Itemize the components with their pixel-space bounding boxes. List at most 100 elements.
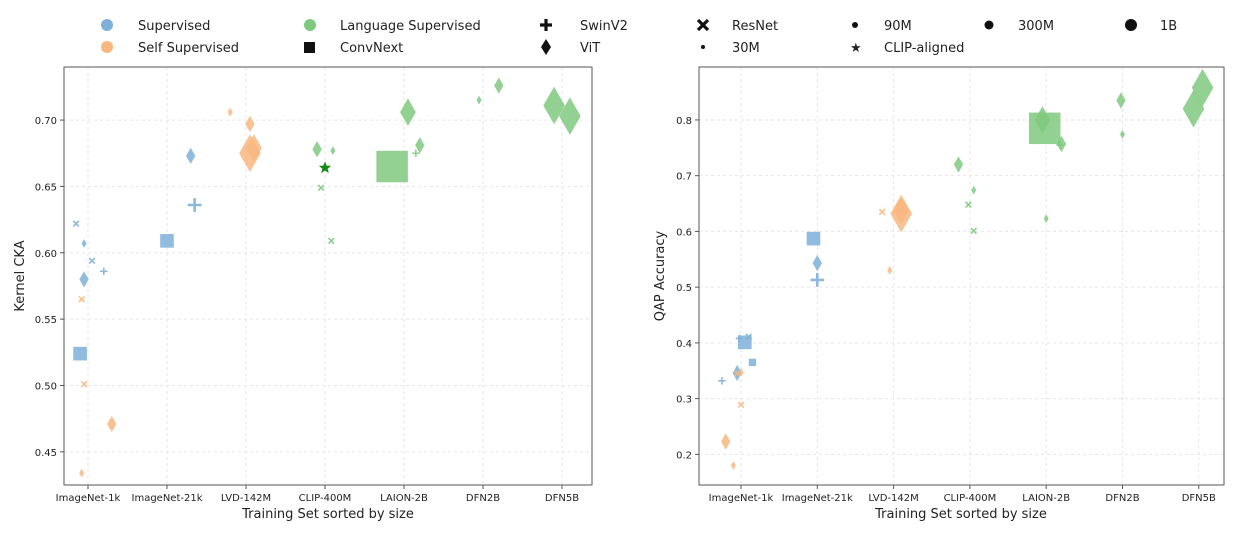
data-point-plus xyxy=(718,377,726,385)
data-point-diamond xyxy=(186,147,196,165)
legend-size-marker-1b xyxy=(1125,19,1137,31)
data-point-diamond xyxy=(79,271,89,288)
x-tick-label: ImageNet-21k xyxy=(132,493,203,504)
data-point-star xyxy=(318,161,332,174)
data-point-diamond xyxy=(887,266,893,275)
data-point-plus xyxy=(412,149,420,157)
data-point-diamond xyxy=(730,461,736,470)
data-point-square xyxy=(806,231,821,246)
data-point-plus xyxy=(735,334,744,343)
data-point-square xyxy=(376,150,408,183)
y-axis-label: QAP Accuracy xyxy=(653,230,668,321)
legend-label-supervised: Supervised xyxy=(138,19,210,34)
legend-item-clip-aligned: ★ CLIP-aligned xyxy=(850,41,964,56)
data-point-diamond xyxy=(245,115,255,133)
y-axis-label: Kernel CKA xyxy=(13,240,28,311)
data-point-diamond xyxy=(1119,130,1126,139)
x-tick-label: ImageNet-21k xyxy=(782,493,853,504)
x-axis-label: Training Set sorted by size xyxy=(874,507,1047,522)
y-tick-label: 0.65 xyxy=(35,182,57,193)
chart-qap-accuracy: 0.20.30.40.50.60.70.8 ImageNet-1k ImageNe… xyxy=(653,66,1225,522)
legend-item-1b: 1B xyxy=(1125,19,1177,34)
data-point-diamond xyxy=(81,239,87,248)
data-point-x xyxy=(88,257,96,265)
legend-marker-plus xyxy=(540,19,552,31)
legend-marker-x xyxy=(696,18,710,32)
chart-kernel-cka: 0.450.500.550.600.650.70 ImageNet-1k Imag… xyxy=(13,66,593,522)
data-point-diamond xyxy=(895,198,905,215)
data-point-diamond xyxy=(738,368,744,377)
y-tick-label: 0.45 xyxy=(35,448,57,459)
legend-item-convnext: ConvNext xyxy=(304,41,403,56)
y-tick-label: 0.70 xyxy=(35,116,57,127)
y-tick-label: 0.55 xyxy=(35,315,57,326)
grid xyxy=(64,67,592,485)
data-point-diamond xyxy=(1116,92,1126,109)
legend-label-language-supervised: Language Supervised xyxy=(340,19,481,34)
legend: Supervised Self Supervised Language Supe… xyxy=(101,18,1177,56)
data-point-x xyxy=(737,401,745,409)
data-point-x xyxy=(80,380,88,388)
legend-label-self-supervised: Self Supervised xyxy=(138,41,239,56)
legend-item-supervised: Supervised xyxy=(101,19,210,34)
y-tick-label: 0.7 xyxy=(676,172,692,183)
data-point-diamond xyxy=(971,185,977,195)
legend-size-marker-300m xyxy=(984,20,994,30)
data-point-diamond xyxy=(476,95,482,105)
scatter-points xyxy=(718,68,1214,470)
data-point-plus xyxy=(810,273,825,287)
legend-label-convnext: ConvNext xyxy=(340,41,403,56)
legend-marker-language-supervised xyxy=(304,19,316,31)
y-tick-label: 0.60 xyxy=(35,249,57,260)
data-point-diamond xyxy=(543,86,565,125)
data-point-plus xyxy=(1056,141,1064,149)
y-tick-label: 0.3 xyxy=(676,395,692,406)
data-point-diamond xyxy=(953,156,964,173)
data-point-diamond xyxy=(79,468,85,478)
scatter-points xyxy=(72,77,581,478)
data-point-diamond xyxy=(330,146,336,155)
x-tick-label: DFN2B xyxy=(466,493,500,504)
x-tick-label: CLIP-400M xyxy=(299,493,352,504)
legend-item-90m: 90M xyxy=(852,19,912,34)
legend-marker-supervised xyxy=(101,19,113,31)
data-point-x xyxy=(72,220,80,227)
plot-area-frame xyxy=(698,66,1225,486)
data-point-plus xyxy=(100,267,108,276)
legend-marker-square xyxy=(304,42,315,53)
y-tick-label: 0.50 xyxy=(35,381,57,392)
x-tick-label: ImageNet-1k xyxy=(56,493,121,504)
data-point-diamond xyxy=(812,255,822,272)
y-tick-label: 0.4 xyxy=(676,339,692,350)
x-tick-label: LVD-142M xyxy=(868,493,918,504)
data-point-x xyxy=(965,201,972,209)
legend-label-resnet: ResNet xyxy=(732,19,778,34)
y-tick-label: 0.5 xyxy=(676,283,692,294)
legend-label-1b: 1B xyxy=(1160,19,1177,34)
data-point-diamond xyxy=(721,433,731,450)
x-tick-label: LVD-142M xyxy=(221,493,271,504)
data-point-diamond xyxy=(1056,135,1067,153)
data-point-square xyxy=(748,358,757,367)
data-point-square xyxy=(73,346,87,361)
data-point-diamond xyxy=(312,141,322,158)
data-point-plus xyxy=(187,198,202,212)
x-tick-label: LAION-2B xyxy=(1022,493,1070,504)
legend-marker-self-supervised xyxy=(101,41,113,53)
data-point-x xyxy=(78,295,86,303)
x-axis-ticks: ImageNet-1k ImageNet-21k LVD-142M CLIP-400M… xyxy=(56,485,579,504)
legend-label-30m: 30M xyxy=(732,41,760,56)
legend-item-swinv2: SwinV2 xyxy=(540,19,628,34)
legend-item-vit: ViT xyxy=(541,39,600,56)
data-point-diamond xyxy=(559,97,581,135)
y-tick-label: 0.6 xyxy=(676,227,692,238)
legend-item-300m: 300M xyxy=(984,19,1054,34)
legend-item-resnet: ResNet xyxy=(696,18,778,34)
data-point-diamond xyxy=(245,134,262,162)
x-tick-label: CLIP-400M xyxy=(944,493,997,504)
x-tick-label: DFN5B xyxy=(1182,493,1216,504)
x-tick-label: DFN2B xyxy=(1105,493,1139,504)
data-point-diamond xyxy=(400,98,416,126)
legend-label-swinv2: SwinV2 xyxy=(580,19,628,34)
